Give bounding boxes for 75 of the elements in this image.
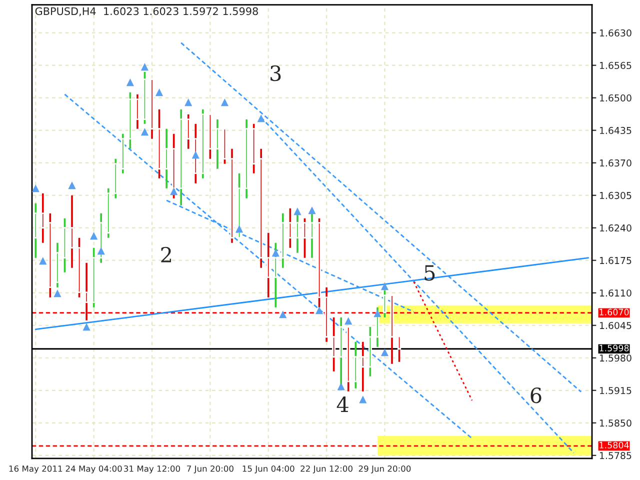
y-tick-label: 1.6305 xyxy=(600,192,632,200)
y-tick-label: 1.5980 xyxy=(600,354,632,362)
y-tick-label: 1.6435 xyxy=(600,126,632,134)
y-tick-label: 1.6175 xyxy=(600,256,632,264)
point xyxy=(374,310,382,318)
x-tick-label: 16 May 2011 xyxy=(9,465,62,474)
point xyxy=(68,182,76,190)
candlestick xyxy=(216,118,220,170)
annotation: 5 xyxy=(424,265,435,281)
candlestick xyxy=(296,212,300,254)
point xyxy=(380,282,389,290)
annotation: 3 xyxy=(270,65,281,82)
candlestick xyxy=(332,316,336,372)
annotation: 6 xyxy=(530,387,542,404)
y-tick-label: 1.5850 xyxy=(600,419,632,427)
ref-line-label: 1.5804 xyxy=(600,442,629,448)
point xyxy=(170,188,178,196)
y-tick-label: 1.6240 xyxy=(600,224,632,232)
y-tick-label: 1.6565 xyxy=(600,62,632,70)
point xyxy=(192,151,200,159)
point xyxy=(90,232,98,240)
chart-title: GBPUSD,H4 1.6023 1.6023 1.5972 1.5998 xyxy=(35,7,258,16)
y-tick-label: 1.6110 xyxy=(600,289,632,297)
y-tick-label: 1.6045 xyxy=(600,322,632,330)
point xyxy=(257,114,265,122)
point xyxy=(235,225,244,233)
point xyxy=(126,78,134,86)
y-tick-label: 1.5915 xyxy=(600,386,632,394)
point xyxy=(140,63,149,71)
point xyxy=(279,310,287,318)
x-tick-label: 29 Jun 20:00 xyxy=(358,465,411,474)
candlestick xyxy=(84,262,88,322)
candlestick xyxy=(41,192,45,244)
annotation: 2 xyxy=(161,246,171,262)
point xyxy=(315,306,324,314)
candlestick xyxy=(310,212,314,259)
point xyxy=(272,249,280,257)
point xyxy=(308,206,316,214)
point xyxy=(294,208,302,216)
candlestick xyxy=(266,232,270,298)
candlestick xyxy=(382,289,387,318)
point xyxy=(97,247,105,255)
candlestick xyxy=(186,113,190,150)
candlestick xyxy=(70,194,74,269)
point xyxy=(39,257,47,265)
point xyxy=(54,290,62,298)
x-tick-label: 31 May 12:00 xyxy=(124,465,180,474)
candlestick xyxy=(274,242,278,308)
point xyxy=(32,184,40,192)
x-tick-label: 24 May 04:00 xyxy=(66,465,122,474)
point xyxy=(344,317,352,325)
point xyxy=(155,88,164,96)
x-tick-label: 15 Jun 04:00 xyxy=(242,465,294,474)
candlestick xyxy=(288,207,292,249)
x-tick-label: 7 Jun 20:00 xyxy=(187,465,234,474)
annotation: 4 xyxy=(336,396,348,412)
point xyxy=(359,396,367,404)
y-tick-label: 1.6370 xyxy=(600,159,632,167)
ref-line-label: 1.5998 xyxy=(600,344,629,352)
point xyxy=(220,98,229,106)
y-tick-label: 1.6630 xyxy=(600,29,632,37)
candlestick xyxy=(164,128,168,190)
candlestick xyxy=(136,93,140,130)
point xyxy=(337,382,345,390)
y-tick-label: 1.5785 xyxy=(600,452,632,460)
point xyxy=(140,128,149,136)
y-tick-label: 1.6500 xyxy=(600,94,632,102)
point xyxy=(82,323,90,331)
candlestick xyxy=(302,217,307,259)
point xyxy=(184,98,192,106)
candlestick xyxy=(361,340,365,392)
point xyxy=(380,348,389,356)
ref-line-label: 1.6070 xyxy=(600,308,629,316)
candlestick xyxy=(397,335,402,363)
x-tick-label: 22 Jun 12:00 xyxy=(300,465,352,474)
